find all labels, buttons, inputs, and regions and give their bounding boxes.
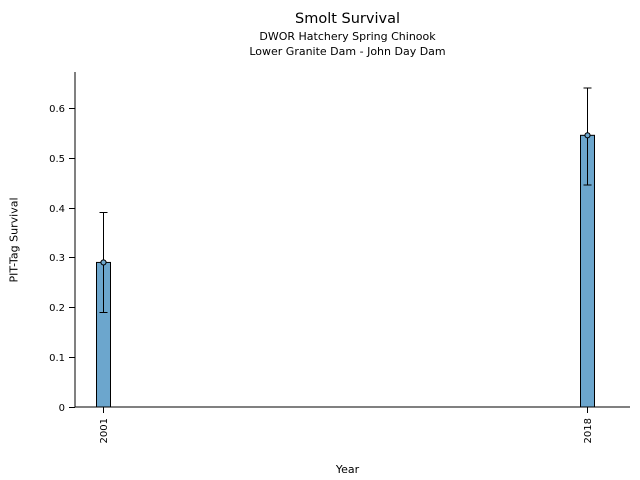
chart-subtitle-line2: Lower Granite Dam - John Day Dam — [249, 45, 446, 58]
point-marker-2018 — [584, 132, 591, 139]
chart-title: Smolt Survival — [295, 11, 400, 27]
x-tick-label-2018: 2018 — [583, 418, 594, 443]
x-axis-label: Year — [335, 463, 360, 476]
point-marker-2001 — [100, 259, 107, 266]
y-tick-label-0.3: 0.3 — [49, 253, 65, 264]
y-tick-label-0.6: 0.6 — [49, 104, 65, 115]
x-tick-label-2001: 2001 — [99, 418, 110, 443]
chart-subtitle-line1: DWOR Hatchery Spring Chinook — [259, 30, 436, 43]
y-tick-label-0.4: 0.4 — [49, 204, 65, 215]
y-tick-label-0.1: 0.1 — [49, 353, 65, 364]
y-tick-label-0.5: 0.5 — [49, 154, 65, 165]
y-tick-label-0: 0 — [59, 403, 65, 414]
y-tick-label-0.2: 0.2 — [49, 303, 65, 314]
